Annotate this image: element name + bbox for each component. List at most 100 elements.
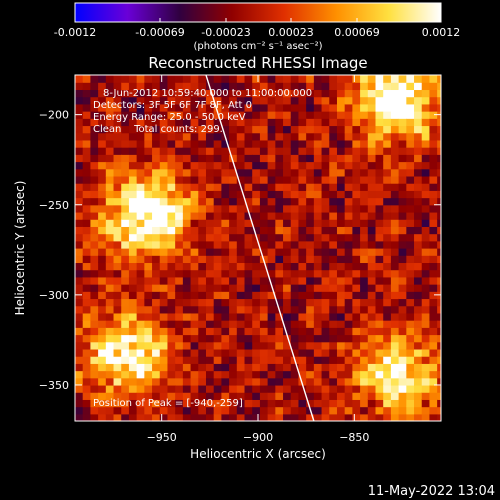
heatmap-cell [152, 413, 161, 421]
heatmap-cell [290, 111, 300, 119]
heatmap-cell [398, 341, 407, 350]
heatmap-cell [113, 96, 122, 105]
heatmap-cell [267, 392, 276, 400]
heatmap-cell [190, 154, 199, 163]
heatmap-cell [390, 255, 400, 264]
heatmap-cell [259, 204, 269, 213]
heatmap-cell [252, 183, 261, 191]
heatmap-cell [252, 75, 261, 83]
heatmap-cell [414, 320, 423, 328]
heatmap-cell [121, 132, 130, 141]
heatmap-cell [336, 233, 346, 242]
heatmap-cell [75, 356, 84, 364]
heatmap-cell [136, 139, 145, 148]
heatmap-cell [259, 132, 269, 141]
heatmap-cell [159, 384, 169, 393]
heatmap-cell [136, 406, 145, 415]
heatmap-cell [244, 125, 253, 134]
heatmap-cell [259, 175, 269, 184]
heatmap-cell [229, 168, 238, 177]
heatmap-cell [244, 75, 253, 83]
heatmap-cell [414, 226, 423, 235]
heatmap-cell [98, 75, 107, 83]
heatmap-cell [290, 154, 300, 163]
heatmap-cell [229, 392, 238, 400]
heatmap-cell [221, 161, 230, 170]
heatmap-cell [352, 111, 361, 119]
heatmap-cell [128, 96, 138, 105]
heatmap-cell [290, 327, 300, 336]
heatmap-cell [175, 118, 184, 127]
heatmap-cell [152, 211, 161, 220]
heatmap-cell [283, 197, 292, 206]
heatmap-cell [144, 406, 153, 415]
heatmap-cell [252, 197, 261, 206]
heatmap-cell [82, 233, 92, 242]
heatmap-cell [75, 132, 84, 141]
heatmap-cell [352, 327, 361, 336]
heatmap-cell [159, 399, 169, 408]
heatmap-cell [383, 298, 392, 307]
heatmap-cell [229, 269, 238, 278]
heatmap-cell [105, 204, 115, 213]
heatmap-cell [221, 139, 230, 148]
heatmap-cell [244, 356, 253, 364]
heatmap-cell [152, 384, 161, 393]
heatmap-cell [375, 190, 384, 199]
heatmap-cell [229, 341, 238, 350]
heatmap-cell [352, 320, 361, 328]
heatmap-cell [390, 392, 400, 400]
heatmap-cell [406, 291, 415, 300]
heatmap-cell [121, 262, 130, 271]
heatmap-cell [321, 312, 330, 321]
heatmap-cell [398, 111, 407, 119]
heatmap-cell [275, 248, 284, 256]
heatmap-cell [390, 262, 400, 271]
heatmap-cell [306, 132, 315, 141]
heatmap-cell [390, 305, 400, 314]
heatmap-cell [128, 348, 138, 357]
heatmap-cell [313, 118, 323, 127]
heatmap-cell [105, 233, 115, 242]
heatmap-cell [136, 204, 145, 213]
heatmap-cell [321, 298, 330, 307]
heatmap-cell [329, 356, 338, 364]
heatmap-cell [344, 168, 353, 177]
heatmap-cell [159, 348, 169, 357]
heatmap-cell [360, 305, 369, 314]
heatmap-cell [344, 190, 353, 199]
heatmap-cell [290, 363, 300, 372]
heatmap-cell [329, 384, 338, 393]
heatmap-cell [414, 399, 423, 408]
heatmap-cell [283, 190, 292, 199]
heatmap-cell [128, 363, 138, 372]
heatmap-cell [152, 305, 161, 314]
heatmap-cell [82, 89, 92, 98]
heatmap-cell [375, 154, 384, 163]
heatmap-cell [259, 248, 269, 256]
heatmap-cell [360, 125, 369, 134]
heatmap-cell [321, 154, 330, 163]
heatmap-cell [221, 370, 230, 379]
heatmap-cell [336, 413, 346, 421]
heatmap-cell [244, 392, 253, 400]
heatmap-cell [267, 320, 276, 328]
heatmap-cell [267, 132, 276, 141]
heatmap-cell [414, 284, 423, 292]
heatmap-cell [275, 82, 284, 91]
heatmap-cell [198, 392, 207, 400]
heatmap-cell [198, 384, 207, 393]
heatmap-cell [259, 384, 269, 393]
heatmap-cell [159, 89, 169, 98]
heatmap-cell [298, 413, 307, 421]
heatmap-cell [398, 154, 407, 163]
heatmap-cell [221, 305, 230, 314]
heatmap-cell [128, 204, 138, 213]
heatmap-cell [390, 154, 400, 163]
heatmap-cell [375, 269, 384, 278]
heatmap-cell [236, 226, 246, 235]
heatmap-cell [383, 103, 392, 112]
heatmap-cell [421, 82, 431, 91]
heatmap-cell [75, 197, 84, 206]
heatmap-cell [406, 255, 415, 264]
